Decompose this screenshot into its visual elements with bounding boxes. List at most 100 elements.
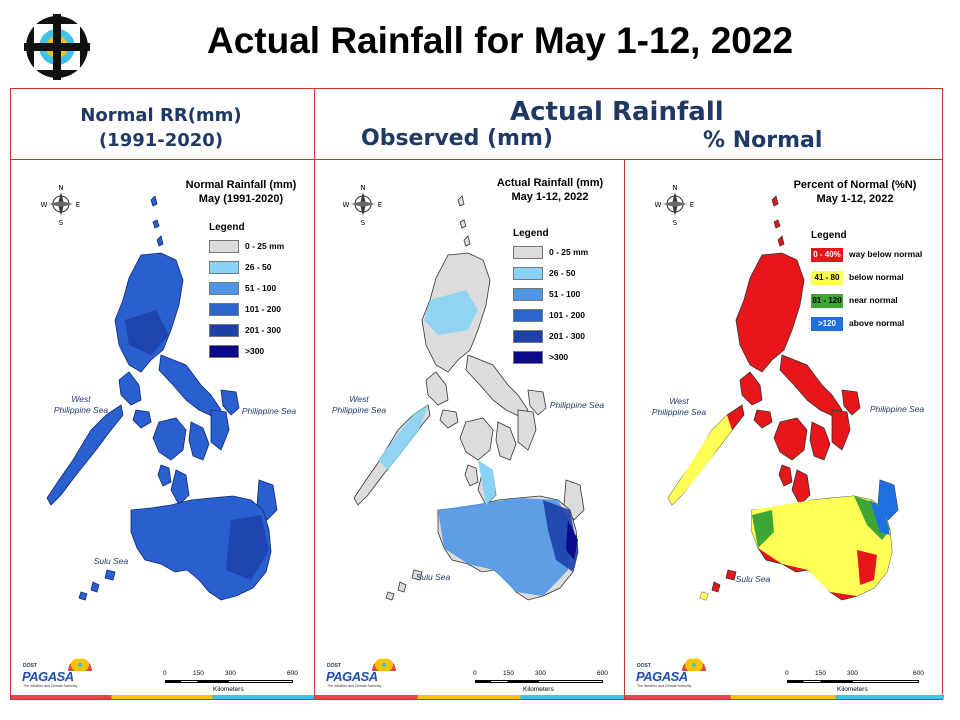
dost-label: DOST bbox=[327, 663, 341, 669]
svg-text:W: W bbox=[41, 201, 48, 209]
compass-rose-icon: N S W E bbox=[343, 184, 382, 226]
svg-text:N: N bbox=[672, 184, 677, 192]
sulu-sea-label: Sulu Sea bbox=[735, 574, 771, 584]
normal-rainfall-map bbox=[46, 195, 278, 601]
pagasa-footer-logo: DOST PAGASA The Weather and Climate Auth… bbox=[633, 657, 713, 691]
percent-legend: Legend 0 - 40% way below normal 41 - 80 bel… bbox=[811, 230, 936, 340]
pagasa-brand: PAGASA bbox=[22, 669, 74, 684]
legend-label: >300 bbox=[549, 352, 569, 362]
normal-legend: Legend 0 - 25 mm 26 - 50 51 - 100 101 - 200… bbox=[209, 222, 309, 362]
percent-normal-panel: N S W E Percent of Normal (%N) May 1-12,… bbox=[624, 159, 944, 700]
scale-bar: 0 150 300 600 Kilometers bbox=[785, 670, 924, 693]
legend-swatch bbox=[209, 324, 239, 337]
actual-map-title: Actual Rainfall (mm) May 1-12, 2022 bbox=[485, 176, 615, 204]
weather-umbrella-icon bbox=[68, 658, 92, 671]
normal-map-title: Normal Rainfall (mm) May (1991-2020) bbox=[176, 178, 306, 206]
west-philippine-sea-label: West Philippine Sea bbox=[53, 394, 109, 415]
svg-text:W: W bbox=[343, 201, 350, 209]
svg-text:N: N bbox=[58, 184, 63, 192]
legend-swatch bbox=[209, 282, 239, 295]
pagasa-seal-logo bbox=[24, 14, 90, 80]
legend-label: 201 - 300 bbox=[549, 331, 585, 341]
legend-swatch bbox=[513, 351, 543, 364]
percent-normal-map bbox=[667, 195, 899, 601]
observed-label: Observed (mm) bbox=[361, 126, 553, 151]
actual-map-title-line1: Actual Rainfall (mm) bbox=[496, 177, 604, 189]
philippine-sea-label: Philippine Sea bbox=[869, 404, 925, 414]
pagasa-tagline: The Weather and Climate Authority bbox=[327, 684, 382, 688]
sulu-sea-label: Sulu Sea bbox=[415, 572, 451, 582]
svg-text:W: W bbox=[655, 201, 662, 209]
dost-label: DOST bbox=[637, 663, 651, 669]
footer-color-bar bbox=[11, 695, 316, 699]
legend-swatch bbox=[209, 345, 239, 358]
weather-umbrella-icon bbox=[372, 658, 396, 671]
legend-swatch bbox=[209, 261, 239, 274]
legend-swatch bbox=[513, 267, 543, 280]
svg-text:S: S bbox=[673, 219, 678, 226]
philippine-sea-label: Philippine Sea bbox=[549, 400, 605, 410]
actual-map-title-line2: May 1-12, 2022 bbox=[511, 191, 589, 203]
dost-label: DOST bbox=[23, 663, 37, 669]
percent-map-title-line2: May 1-12, 2022 bbox=[816, 193, 894, 205]
scale-bar: 0 150 300 600 Kilometers bbox=[163, 670, 298, 693]
normal-legend-title: Legend bbox=[209, 222, 245, 233]
pagasa-footer-logo: DOST PAGASA The Weather and Climate Auth… bbox=[323, 657, 403, 691]
west-philippine-sea-label: West Philippine Sea bbox=[651, 396, 707, 417]
percent-map-title: Percent of Normal (%N) May 1-12, 2022 bbox=[785, 178, 925, 206]
svg-text:E: E bbox=[690, 201, 694, 209]
west-philippine-sea-label: West Philippine Sea bbox=[331, 394, 387, 415]
legend-range-swatch: >120 bbox=[811, 317, 843, 331]
legend-label: 26 - 50 bbox=[549, 268, 576, 278]
legend-label: near normal bbox=[849, 295, 898, 305]
svg-text:S: S bbox=[59, 219, 64, 226]
sulu-sea-label: Sulu Sea bbox=[93, 556, 129, 566]
legend-label: 51 - 100 bbox=[245, 283, 277, 293]
legend-swatch bbox=[209, 240, 239, 253]
legend-swatch bbox=[513, 288, 543, 301]
scale-bar: 0 150 300 600 Kilometers bbox=[473, 670, 608, 693]
svg-text:E: E bbox=[76, 201, 80, 209]
legend-label: 101 - 200 bbox=[549, 310, 585, 320]
legend-range-swatch: 81 - 120 bbox=[811, 294, 843, 308]
normal-map-title-line2: May (1991-2020) bbox=[198, 193, 284, 205]
actual-rainfall-panel: N S W E Actual Rainfall (mm) May 1-12, 2… bbox=[314, 159, 626, 700]
compass-rose-icon: N S W E bbox=[655, 184, 694, 226]
svg-text:S: S bbox=[361, 219, 366, 226]
footer-color-bar bbox=[315, 695, 626, 699]
svg-text:N: N bbox=[360, 184, 365, 192]
legend-label: 201 - 300 bbox=[245, 325, 281, 335]
legend-label: 0 - 25 mm bbox=[549, 247, 589, 257]
legend-label: below normal bbox=[849, 272, 904, 282]
legend-swatch bbox=[513, 246, 543, 259]
legend-label: 0 - 25 mm bbox=[245, 241, 285, 251]
legend-label: way below normal bbox=[849, 249, 923, 259]
weather-umbrella-icon bbox=[682, 658, 706, 671]
normal-rr-label: Normal RR(mm) bbox=[80, 105, 242, 126]
svg-text:E: E bbox=[378, 201, 382, 209]
page-title: Actual Rainfall for May 1-12, 2022 bbox=[206, 20, 794, 61]
legend-range-swatch: 0 - 40% bbox=[811, 248, 843, 262]
legend-label: 101 - 200 bbox=[245, 304, 281, 314]
pagasa-tagline: The Weather and Climate Authority bbox=[23, 684, 78, 688]
actual-rainfall-heading: Actual Rainfall bbox=[510, 97, 724, 127]
actual-rainfall-map bbox=[353, 195, 585, 601]
legend-label: 51 - 100 bbox=[549, 289, 581, 299]
legend-swatch bbox=[513, 309, 543, 322]
actual-header-cell: Actual Rainfall Observed (mm) % Normal bbox=[314, 88, 943, 160]
legend-swatch bbox=[209, 303, 239, 316]
percent-normal-label: % Normal bbox=[703, 128, 823, 153]
pagasa-footer-logo: DOST PAGASA The Weather and Climate Auth… bbox=[19, 657, 99, 691]
normal-map-title-line1: Normal Rainfall (mm) bbox=[185, 179, 297, 191]
normal-header-cell: Normal RR(mm) (1991-2020) bbox=[10, 88, 315, 160]
pagasa-brand: PAGASA bbox=[326, 669, 378, 684]
pagasa-brand: PAGASA bbox=[636, 669, 688, 684]
actual-legend-title: Legend bbox=[513, 228, 549, 239]
percent-map-title-line1: Percent of Normal (%N) bbox=[793, 179, 917, 191]
legend-label: 26 - 50 bbox=[245, 262, 272, 272]
actual-legend: Legend 0 - 25 mm 26 - 50 51 - 100 101 - 200… bbox=[513, 228, 613, 368]
legend-label: above normal bbox=[849, 318, 905, 328]
legend-swatch bbox=[513, 330, 543, 343]
legend-range-swatch: 41 - 80 bbox=[811, 271, 843, 285]
footer-color-bar bbox=[625, 695, 944, 699]
